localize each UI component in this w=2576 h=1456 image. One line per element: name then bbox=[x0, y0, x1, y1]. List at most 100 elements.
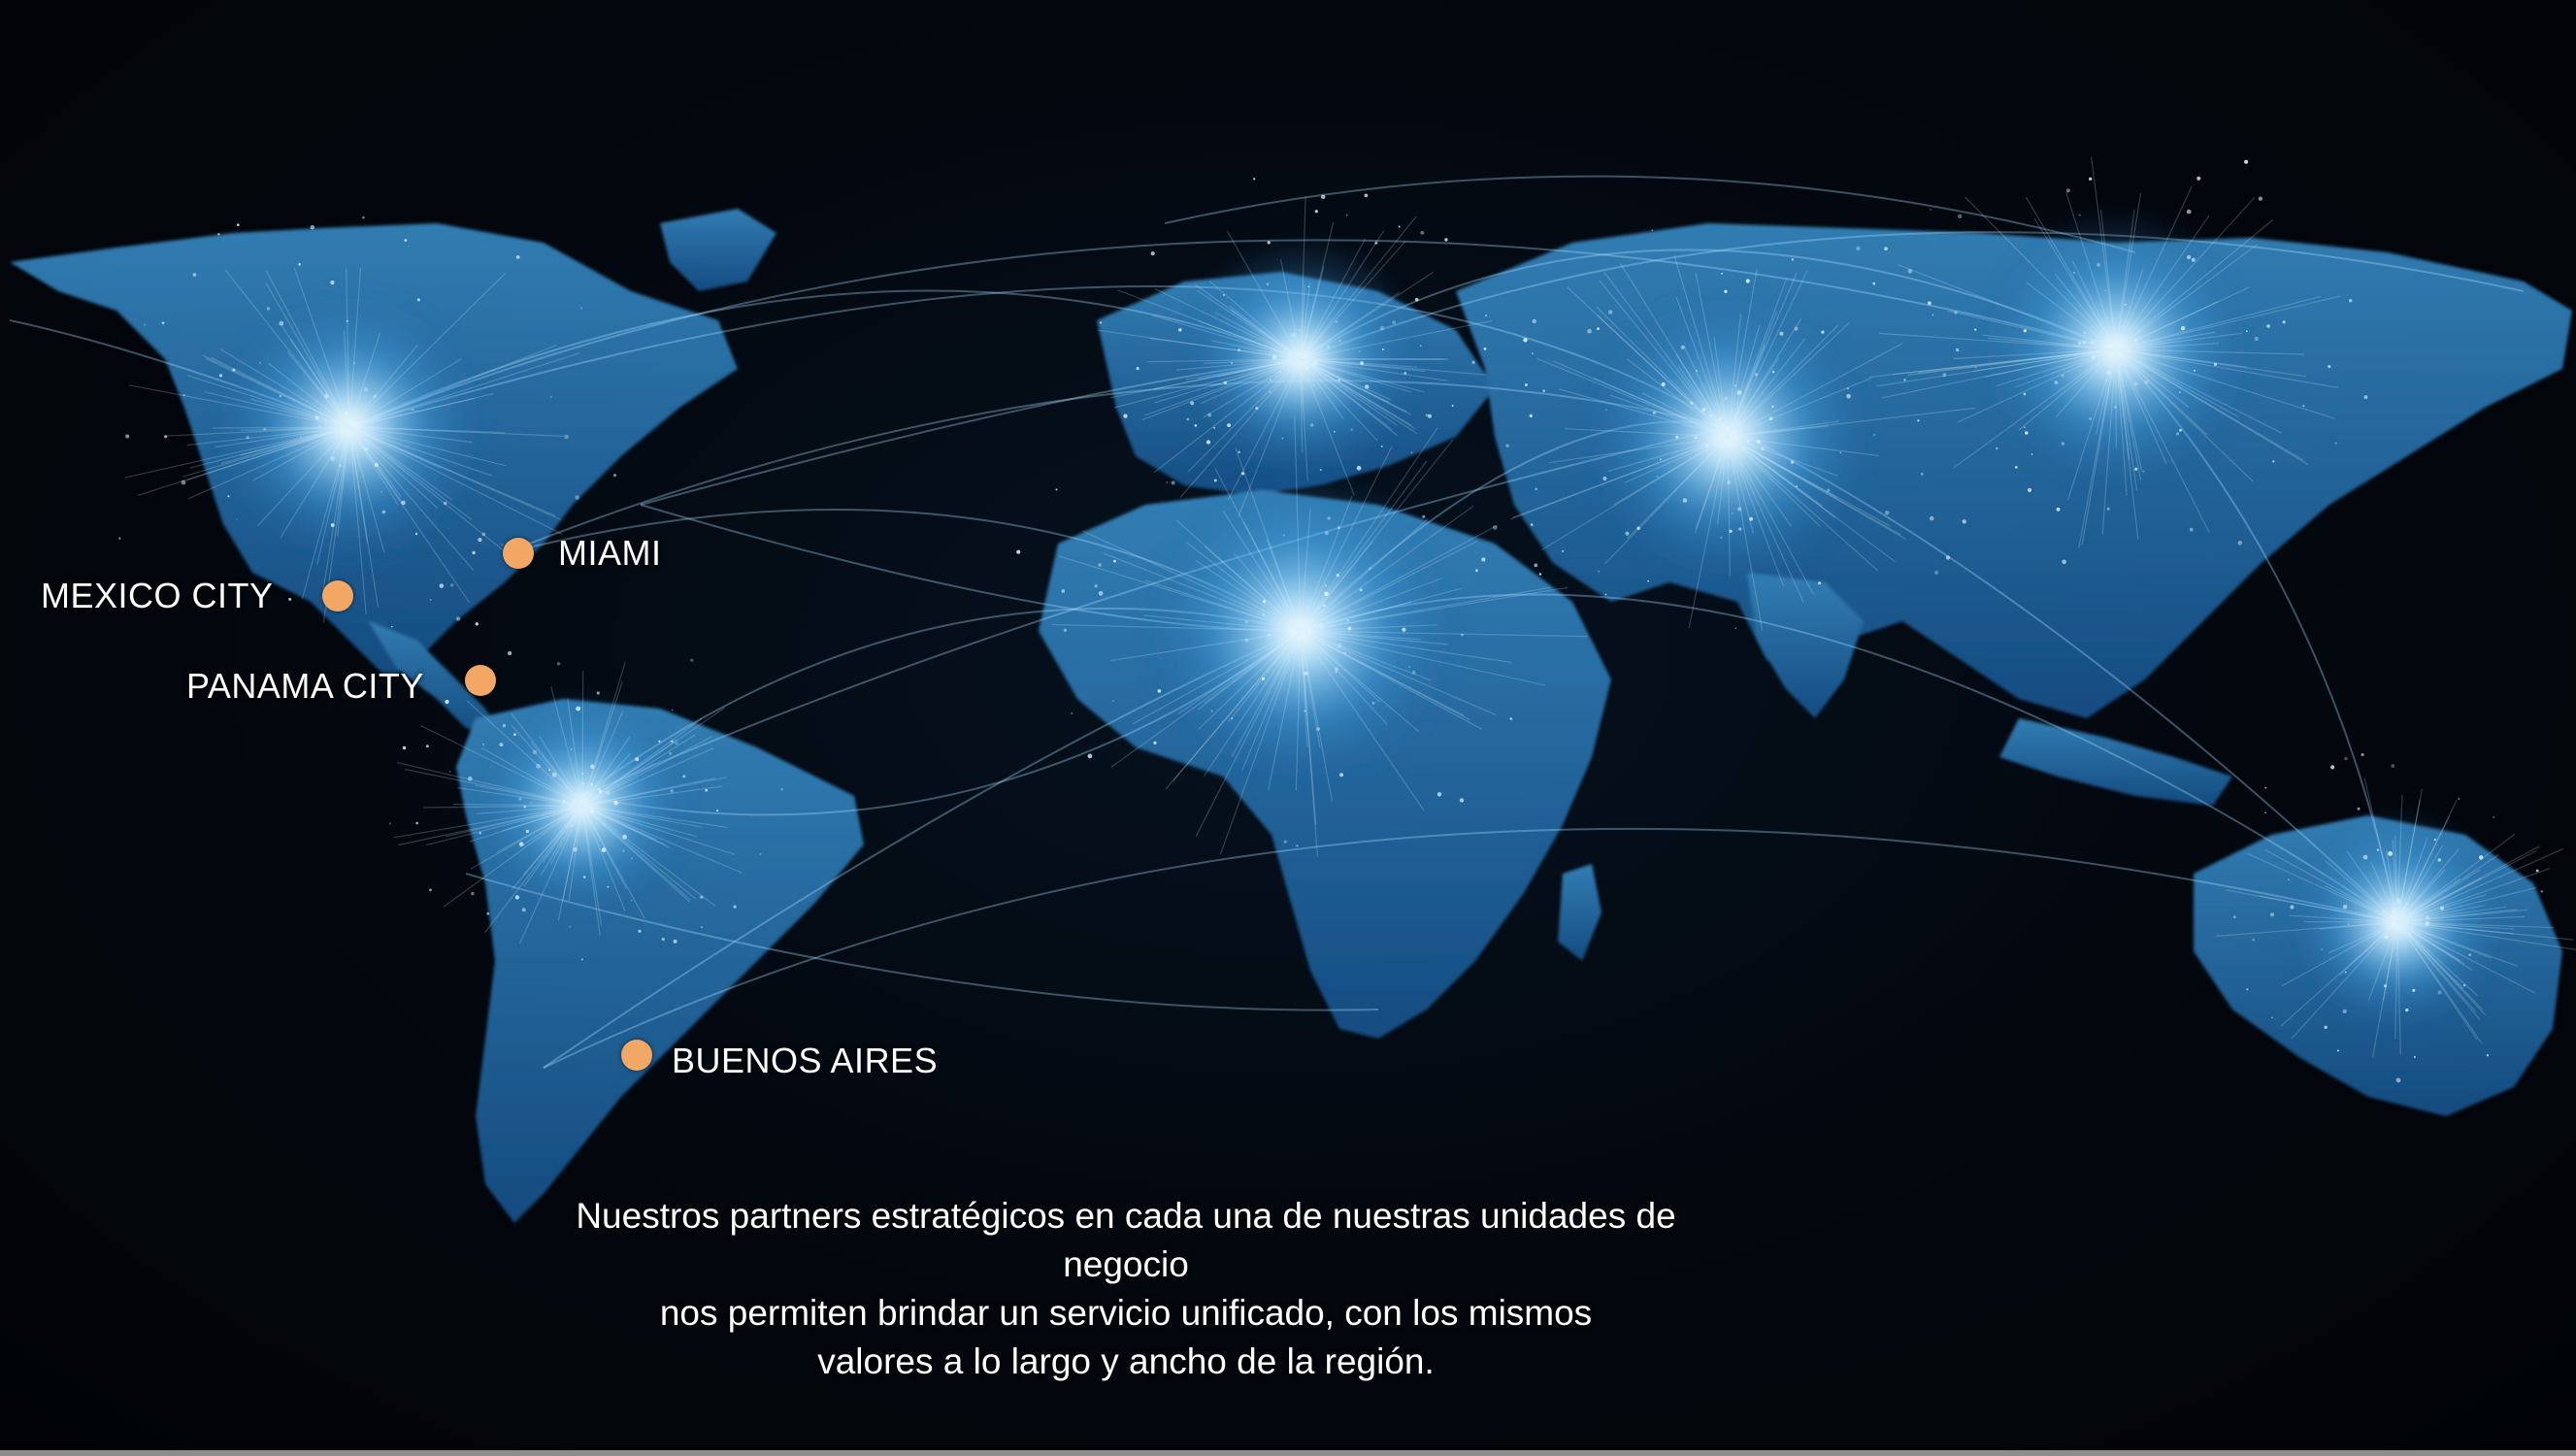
light-dot bbox=[2344, 756, 2348, 761]
hub-ray bbox=[1713, 337, 1729, 438]
hub-ray bbox=[1300, 358, 1390, 403]
light-dot bbox=[1297, 357, 1301, 361]
light-dot bbox=[590, 764, 595, 769]
hub-ray bbox=[1300, 586, 1551, 632]
light-dot bbox=[1704, 444, 1709, 447]
hub-ray bbox=[1187, 358, 1302, 473]
hub-ray bbox=[1195, 559, 1302, 632]
hub-ray bbox=[348, 426, 506, 434]
light-dot bbox=[2357, 807, 2361, 811]
light-dot bbox=[638, 929, 642, 933]
light-dot bbox=[1907, 269, 1913, 274]
hub-ray bbox=[1609, 394, 1729, 438]
city-marker-miami[interactable] bbox=[503, 538, 534, 569]
hub-ray bbox=[1727, 436, 1804, 603]
hub-ray bbox=[1228, 305, 1302, 360]
hub-ray bbox=[1727, 268, 1758, 438]
light-dot bbox=[353, 423, 357, 427]
hub-ray bbox=[1300, 624, 1437, 632]
light-dot bbox=[2266, 324, 2270, 328]
hub-ray bbox=[581, 805, 743, 874]
light-dot bbox=[525, 829, 530, 834]
hub-ray bbox=[1917, 348, 2117, 374]
hub-ray bbox=[1300, 358, 1426, 372]
city-marker-mexico-city[interactable] bbox=[322, 580, 353, 612]
light-dot bbox=[425, 745, 429, 748]
hub-ray bbox=[2115, 295, 2341, 350]
hub-ray bbox=[1553, 360, 1729, 438]
hub-ray bbox=[1153, 358, 1302, 390]
hub-ray bbox=[2396, 921, 2477, 1012]
hub-ray bbox=[2100, 209, 2117, 350]
hub-ray bbox=[2394, 835, 2398, 923]
hub-ray bbox=[519, 805, 583, 848]
hub-ray bbox=[581, 707, 726, 807]
light-dot bbox=[2065, 188, 2070, 193]
light-dot bbox=[514, 895, 520, 900]
hub-ray bbox=[2324, 885, 2398, 923]
hub-ray bbox=[1876, 348, 2117, 387]
light-dot bbox=[1358, 350, 1361, 352]
light-dot bbox=[2024, 426, 2026, 429]
light-dot bbox=[1772, 371, 1775, 374]
hub-ray bbox=[2115, 348, 2142, 480]
hub-ray bbox=[2396, 877, 2482, 923]
light-dot bbox=[2186, 209, 2192, 215]
light-dot bbox=[2458, 797, 2460, 801]
city-marker-panama-city[interactable] bbox=[465, 665, 496, 696]
light-dot bbox=[482, 744, 484, 745]
light-dot bbox=[1345, 214, 1348, 216]
central-america-landmass bbox=[369, 621, 505, 738]
hub-ray bbox=[1675, 353, 1729, 438]
light-dot bbox=[1734, 384, 1736, 387]
light-dot bbox=[1346, 618, 1350, 622]
light-dot bbox=[2437, 858, 2442, 862]
hub-ray bbox=[2396, 921, 2515, 930]
hub-ray bbox=[1210, 340, 1302, 360]
hub-ray bbox=[215, 426, 350, 448]
hub-ray bbox=[476, 805, 583, 814]
hub-ray bbox=[1868, 348, 2117, 379]
hub-ray bbox=[2101, 348, 2117, 535]
hub-ray bbox=[1300, 358, 1448, 381]
hub-ray bbox=[2394, 921, 2398, 1040]
light-dot bbox=[1404, 372, 1407, 375]
southeast-asia-islands bbox=[1999, 718, 2232, 806]
light-dot bbox=[1791, 258, 1795, 261]
hub-ray bbox=[1231, 630, 1302, 757]
light-dot bbox=[118, 537, 121, 540]
hub-ray bbox=[2115, 286, 2250, 350]
light-dot bbox=[669, 751, 673, 755]
hub-ray bbox=[1973, 348, 2117, 372]
hub-ray bbox=[1947, 310, 2117, 350]
hub-ray bbox=[187, 426, 350, 500]
hub-ray bbox=[348, 344, 557, 428]
hub-ray bbox=[1536, 357, 1729, 438]
light-dot bbox=[1884, 511, 1890, 515]
hub-ray bbox=[1195, 630, 1302, 838]
hub-ray bbox=[581, 805, 697, 900]
light-dot bbox=[1087, 753, 1093, 759]
light-dot bbox=[532, 749, 538, 755]
light-dot bbox=[1171, 480, 1175, 485]
hub-ray bbox=[530, 741, 583, 807]
light-dot bbox=[1098, 563, 1102, 567]
light-dot bbox=[1524, 383, 1528, 386]
hub-ray bbox=[2115, 192, 2142, 350]
light-dot bbox=[2383, 984, 2388, 988]
hub-ray bbox=[2115, 268, 2144, 350]
light-dot bbox=[581, 773, 583, 775]
city-marker-buenos-aires[interactable] bbox=[621, 1040, 652, 1071]
hub-ray bbox=[1607, 436, 1729, 473]
light-dot bbox=[1392, 320, 1397, 325]
hub-ray bbox=[2025, 196, 2117, 350]
hub-ray bbox=[1881, 348, 2117, 399]
hub-ray bbox=[1300, 439, 1454, 632]
hub-ray bbox=[1279, 258, 1302, 360]
light-dot bbox=[1335, 320, 1338, 323]
hub-ray bbox=[1300, 586, 1569, 632]
light-dot bbox=[2237, 541, 2243, 546]
hub-ray bbox=[1727, 436, 1731, 577]
city-label-panama-city: PANAMA CITY bbox=[186, 666, 424, 706]
light-dot bbox=[1562, 549, 1565, 553]
